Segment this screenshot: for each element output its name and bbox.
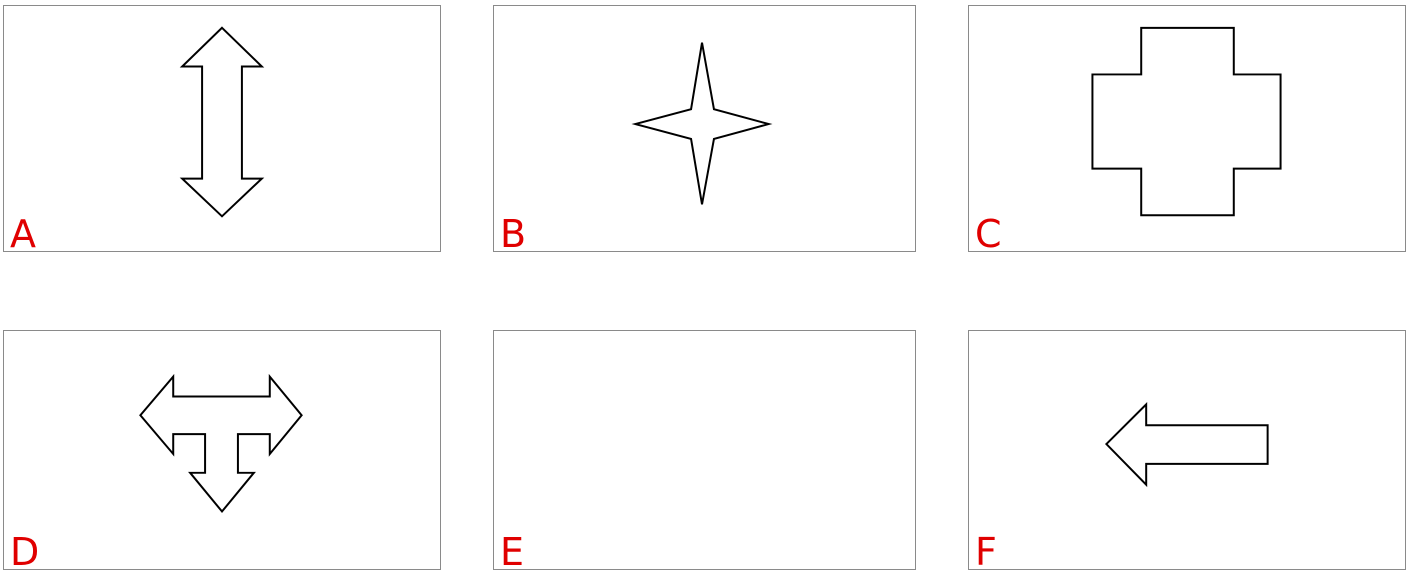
panel-a: A	[3, 5, 441, 256]
four-point-star-icon	[631, 42, 773, 205]
panel-label-e: E	[500, 530, 525, 574]
cross-shape-icon	[1091, 26, 1282, 217]
panel-label-c: C	[975, 212, 1002, 256]
left-arrow-icon	[1104, 401, 1269, 488]
panel-label-b: B	[500, 212, 527, 256]
double-vertical-arrow-icon	[179, 26, 265, 218]
three-way-arrow-icon	[139, 373, 303, 514]
panel-e: E	[493, 330, 916, 574]
panel-d: D	[3, 330, 441, 574]
panel-label-f: F	[975, 530, 997, 574]
panel-c: C	[968, 5, 1406, 256]
panel-label-d: D	[10, 530, 40, 574]
panel-b: B	[493, 5, 916, 256]
panel-f: F	[968, 330, 1406, 574]
panel-label-a: A	[10, 212, 36, 256]
